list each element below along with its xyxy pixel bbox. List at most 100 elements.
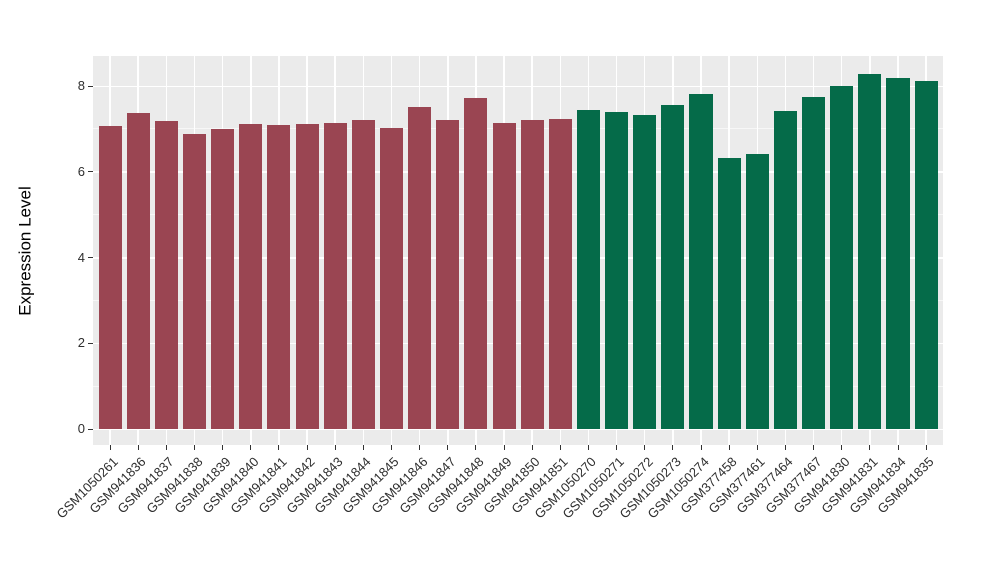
bar-slot: GSM941841	[227, 56, 293, 516]
bar-GSM941840	[239, 124, 263, 429]
bar-slot: GSM377464	[734, 56, 799, 516]
bar-GSM941831	[858, 73, 882, 429]
x-tick-mark	[587, 445, 589, 450]
y-tick-mark	[88, 171, 93, 173]
bar-GSM1050274	[689, 94, 713, 429]
x-tick-mark	[390, 445, 392, 450]
minor-gridline-y5	[93, 214, 943, 216]
x-tick-mark	[475, 445, 477, 450]
bar-GSM377461	[745, 154, 769, 429]
bar-slot: GSM941844	[312, 56, 377, 516]
x-tick-mark	[447, 445, 449, 450]
bar-GSM941841	[267, 124, 291, 429]
x-tick-mark	[644, 445, 646, 450]
bar-slot: GSM941840	[199, 56, 265, 516]
bar-slot: GSM377458	[678, 56, 743, 516]
bar-GSM941837	[154, 120, 178, 429]
bar-slot: GSM941836	[87, 56, 152, 516]
bar-slot: GSM941849	[452, 56, 518, 516]
bar-slot: GSM1050271	[560, 56, 631, 521]
bar-GSM941836	[126, 113, 150, 429]
minor-gridline-y1	[93, 385, 943, 387]
x-tick-mark	[869, 445, 871, 450]
bar-slot: GSM941851	[509, 56, 574, 516]
major-gridline-y2	[93, 342, 943, 345]
bar-slot: GSM941839	[171, 56, 237, 516]
y-tick-label: 0	[77, 421, 85, 437]
bar-GSM941848	[464, 98, 488, 429]
y-tick-mark	[88, 257, 93, 259]
major-gridline-y6	[93, 171, 943, 173]
x-tick-mark	[193, 445, 195, 450]
x-tick-mark	[672, 445, 674, 450]
bar-GSM377464	[773, 110, 797, 429]
x-tick-mark	[362, 445, 364, 450]
bar-slot: GSM1050274	[644, 56, 715, 521]
x-tick-mark	[756, 445, 758, 450]
x-tick-mark	[925, 445, 927, 450]
bar-slot: GSM941834	[846, 56, 912, 516]
y-tick-mark	[88, 428, 93, 430]
bar-GSM1050272	[633, 114, 657, 429]
y-tick-label: 6	[77, 163, 85, 179]
bar-GSM941851	[548, 118, 572, 429]
bar-GSM941835	[914, 81, 938, 429]
bar-GSM941845	[379, 127, 404, 429]
y-tick-label: 2	[77, 335, 85, 351]
x-tick-mark	[334, 445, 336, 450]
bar-GSM1050273	[661, 104, 685, 429]
bar-slot: GSM941842	[255, 56, 321, 516]
bar-GSM941842	[295, 124, 319, 429]
x-tick-mark	[813, 445, 815, 450]
x-tick-mark	[897, 445, 899, 450]
bar-slot: GSM941837	[115, 56, 180, 516]
bar-GSM377458	[717, 157, 741, 429]
bar-slot: GSM941843	[284, 56, 349, 516]
x-tick-mark	[559, 445, 561, 450]
minor-gridline-y7	[93, 128, 943, 130]
y-tick-label: 8	[77, 78, 85, 93]
x-tick-mark	[784, 445, 786, 450]
bar-GSM941838	[182, 133, 207, 429]
bar-GSM941847	[436, 119, 460, 429]
bar-slot: GSM941835	[875, 56, 940, 516]
x-tick-mark	[222, 445, 224, 450]
x-tick-mark	[137, 445, 139, 450]
bar-slot: GSM377467	[762, 56, 828, 516]
plot-panel: GSM1050261 GSM941836 GSM941837 GSM941838 GSM…	[53, 56, 943, 521]
major-gridline-y4	[93, 257, 943, 259]
x-tick-mark	[250, 445, 252, 450]
bar-slot: GSM1050272	[588, 56, 659, 521]
bar-slot: GSM1050261	[53, 56, 124, 521]
bar-slot: GSM1050273	[616, 56, 687, 521]
bar-slot: GSM941838	[143, 56, 208, 516]
bar-slot: GSM941831	[818, 56, 884, 516]
bar-GSM1050270	[576, 109, 600, 429]
bar-slot: GSM941846	[368, 56, 434, 516]
bar-GSM941834	[886, 77, 910, 429]
x-tick-mark	[278, 445, 280, 450]
bar-GSM941843	[323, 122, 347, 429]
y-tick-label: 4	[77, 249, 85, 265]
x-tick-mark	[728, 445, 730, 450]
bar-GSM941839	[211, 129, 235, 429]
bar-slot: GSM941848	[424, 56, 490, 516]
bar-slot: GSM941847	[396, 56, 462, 516]
x-tick-mark	[700, 445, 702, 450]
minor-gridline-y3	[93, 300, 943, 301]
x-tick-mark	[109, 445, 111, 450]
bars-container: GSM1050261 GSM941836 GSM941837 GSM941838 GSM…	[53, 56, 940, 521]
x-tick-mark	[616, 445, 618, 450]
bar-GSM941850	[520, 119, 544, 429]
bar-slot: GSM941830	[790, 56, 856, 516]
y-tick-mark	[88, 342, 93, 344]
bar-GSM377467	[802, 97, 826, 429]
bar-slot: GSM377461	[706, 56, 771, 516]
major-gridline-y8	[93, 85, 943, 87]
y-axis: 0 2 4 6 8	[0, 56, 93, 445]
x-tick-mark	[531, 445, 533, 450]
bar-GSM1050271	[605, 112, 629, 429]
bar-slot: GSM941850	[481, 56, 546, 516]
x-tick-mark	[503, 445, 505, 450]
